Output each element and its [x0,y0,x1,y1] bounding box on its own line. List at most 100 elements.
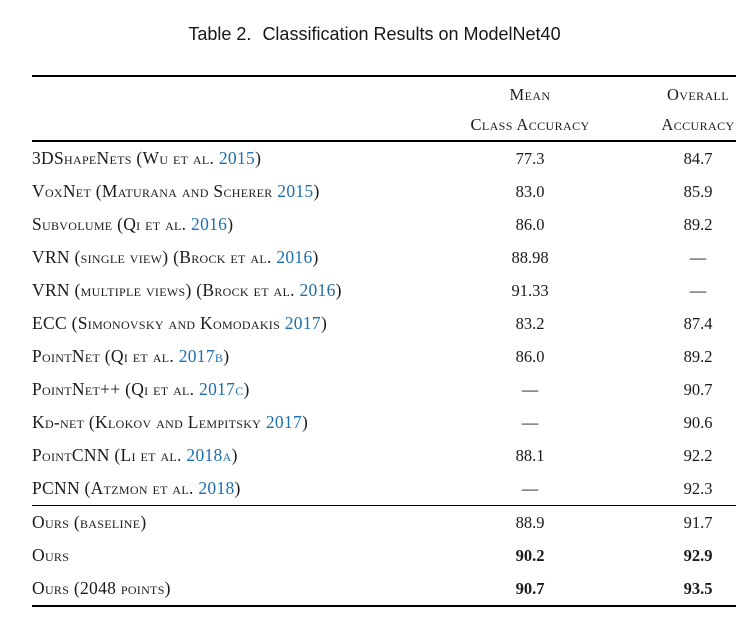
ours-section: Ours (baseline) 88.9 91.7 Ours 90.2 92.9… [32,505,736,607]
method-label-suffix: ) [243,379,250,399]
overall-accuracy-cell: 92.9 [683,546,713,565]
table-row: 3DShapeNets (Wu et al. 2015) 77.3 84.7 [32,141,736,175]
citation-year-link[interactable]: 2015 [277,181,314,201]
method-label: PointNet++ (Qi et al. [32,379,200,399]
overall-accuracy-cell: 87.4 [683,314,713,333]
method-cell: ECC (Simonovsky and Komodakis 2017) [32,307,400,340]
col-header-overall-accuracy: Overall Accuracy [660,76,736,142]
method-label: Kd-net (Klokov and Lempitsky [32,412,266,432]
method-label-suffix: ) [255,148,262,168]
citation-year-link[interactable]: 2017 [284,313,321,333]
table-row: Ours (baseline) 88.9 91.7 [32,505,736,539]
mean-class-accuracy-cell: 86.0 [515,347,545,366]
results-table: Mean Class Accuracy Overall Accuracy 3DS… [32,75,736,607]
citation-year-link[interactable]: 2015 [218,148,256,168]
table-row: ECC (Simonovsky and Komodakis 2017) 83.2… [32,307,736,340]
col-header-mean-class-accuracy: Mean Class Accuracy [400,76,660,142]
citation-year-link[interactable]: 2017b [178,346,224,366]
citation-year-link[interactable]: 2016 [191,214,228,234]
overall-accuracy-cell: 92.3 [683,479,713,498]
overall-accuracy-cell: 91.7 [660,505,736,539]
mean-class-accuracy-cell: 83.2 [515,314,545,333]
method-cell: VoxNet (Maturana and Scherer 2015) [32,175,400,208]
citation-year-link[interactable]: 2018a [186,445,232,465]
method-cell: Subvolume (Qi et al. 2016) [32,208,400,241]
method-cell: Kd-net (Klokov and Lempitsky 2017) [32,406,400,439]
overall-accuracy-cell: 85.9 [683,182,713,201]
method-cell: PointCNN (Li et al. 2018a) [32,439,400,472]
method-label-suffix: ) [335,280,342,300]
overall-accuracy-cell: 90.6 [683,413,713,432]
method-cell: PCNN (Atzmon et al. 2018) [32,472,400,506]
table-row: PointNet (Qi et al. 2017b) 86.0 89.2 [32,340,736,373]
method-label-suffix: ) [234,478,241,498]
method-cell: PointNet (Qi et al. 2017b) [32,340,400,373]
citation-year-link[interactable]: 2018 [198,478,235,498]
col-header-overall-line1: Overall [666,85,730,104]
table-row: Subvolume (Qi et al. 2016) 86.0 89.2 [32,208,736,241]
table-row: PointCNN (Li et al. 2018a) 88.1 92.2 [32,439,736,472]
method-label: VoxNet (Maturana and Scherer [32,181,278,201]
method-label: PCNN (Atzmon et al. [32,478,199,498]
citation-year-link[interactable]: 2016 [299,280,336,300]
header-row: Mean Class Accuracy Overall Accuracy [32,76,736,142]
mean-class-accuracy-cell: 88.1 [515,446,545,465]
mean-class-accuracy-cell: — [521,479,539,498]
mean-class-accuracy-cell: 90.2 [515,546,545,565]
mean-class-accuracy-cell: 83.0 [515,182,545,201]
overall-accuracy-cell: — [689,281,707,300]
method-label-suffix: ) [223,346,230,366]
method-label: PointNet (Qi et al. [32,346,179,366]
method-cell: VRN (single view) (Brock et al. 2016) [32,241,400,274]
method-label: PointCNN (Li et al. [32,445,187,465]
overall-accuracy-cell: — [689,248,707,267]
method-cell: PointNet++ (Qi et al. 2017c) [32,373,400,406]
citation-year-link[interactable]: 2017 [265,412,303,432]
method-cell: 3DShapeNets (Wu et al. 2015) [32,141,400,175]
method-label-suffix: ) [302,412,309,432]
method-label: Ours (2048 points) [32,578,171,598]
method-label: ECC (Simonovsky and Komodakis [32,313,285,333]
col-header-mean-line1: Mean [509,85,551,104]
method-label: Ours [32,545,70,565]
mean-class-accuracy-cell: 90.7 [515,579,545,598]
mean-class-accuracy-cell: 77.3 [515,149,545,168]
table-row: PCNN (Atzmon et al. 2018) — 92.3 [32,472,736,506]
method-label: Subvolume (Qi et al. [32,214,192,234]
baselines-section: 3DShapeNets (Wu et al. 2015) 77.3 84.7 V… [32,141,736,506]
mean-class-accuracy-cell: — [521,380,539,399]
method-label-suffix: ) [320,313,328,333]
header-method-spacer [32,76,400,142]
overall-accuracy-cell: 90.7 [683,380,713,399]
method-label: VRN (multiple views) (Brock et al. [32,280,300,300]
caption-text: Classification Results on ModelNet40 [262,24,561,44]
method-label-suffix: ) [312,247,319,267]
mean-class-accuracy-cell: — [521,413,539,432]
table-row: Kd-net (Klokov and Lempitsky 2017) — 90.… [32,406,736,439]
table-row: Ours (2048 points) 90.7 93.5 [32,572,736,606]
table-header: Mean Class Accuracy Overall Accuracy [32,76,736,142]
method-label-suffix: ) [313,181,320,201]
method-cell: Ours (baseline) [32,505,400,539]
table-caption: Table 2. Classification Results on ModelN… [0,21,749,47]
mean-class-accuracy-cell: 88.98 [511,248,549,267]
table-row: VRN (multiple views) (Brock et al. 2016)… [32,274,736,307]
method-cell: VRN (multiple views) (Brock et al. 2016) [32,274,400,307]
table-row: PointNet++ (Qi et al. 2017c) — 90.7 [32,373,736,406]
col-header-overall-line2: Accuracy [661,115,735,134]
citation-year-link[interactable]: 2017c [199,379,244,399]
table-row: VoxNet (Maturana and Scherer 2015) 83.0 … [32,175,736,208]
mean-class-accuracy-cell: 86.0 [515,215,545,234]
overall-accuracy-cell: 89.2 [683,215,713,234]
method-label-suffix: ) [231,445,238,465]
method-label: 3DShapeNets (Wu et al. [32,148,219,168]
table-row: Ours 90.2 92.9 [32,539,736,572]
overall-accuracy-cell: 92.2 [683,446,713,465]
mean-class-accuracy-cell: 88.9 [400,505,660,539]
mean-class-accuracy-cell: 91.33 [511,281,549,300]
overall-accuracy-cell: 93.5 [683,579,713,598]
citation-year-link[interactable]: 2016 [276,247,313,267]
method-label: VRN (single view) (Brock et al. [32,247,277,267]
method-cell: Ours (2048 points) [32,572,400,606]
